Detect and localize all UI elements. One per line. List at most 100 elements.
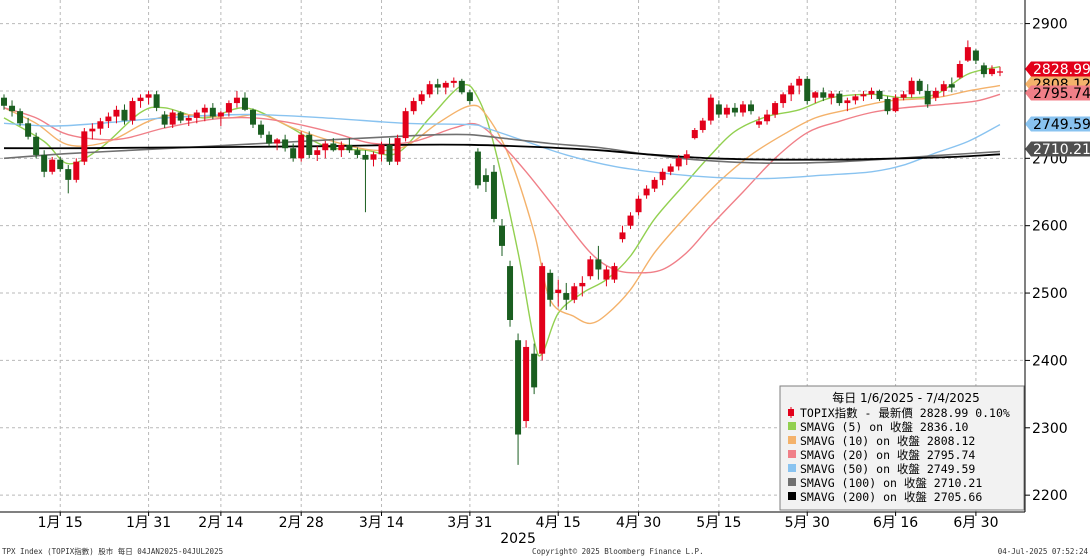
candle-up <box>932 87 939 102</box>
candle-down <box>65 165 72 194</box>
candle-up <box>402 107 409 142</box>
candle-body <box>908 80 915 95</box>
candle-body <box>932 90 939 98</box>
candle-body <box>635 198 642 213</box>
candle-down <box>330 138 337 152</box>
candle-body <box>306 134 313 155</box>
candle-up <box>667 163 674 176</box>
candle-down <box>820 87 827 102</box>
candle-down <box>266 131 273 147</box>
candle-down <box>282 134 289 152</box>
candle-body <box>884 99 891 112</box>
price-tag: 2710.21 <box>1025 141 1090 158</box>
candle-body <box>161 114 168 125</box>
x-tick-label: 3月 31 <box>447 515 492 531</box>
candle-body <box>748 104 754 112</box>
candle-up <box>892 94 899 113</box>
candle-body <box>282 139 289 149</box>
candle-body <box>547 272 554 300</box>
candle-body <box>555 289 562 294</box>
candle-body <box>81 131 88 162</box>
candle-up <box>378 141 385 162</box>
candle-up <box>450 77 457 88</box>
candle-up <box>225 100 232 117</box>
price-tag: 2795.74 <box>1025 85 1090 102</box>
candle-body <box>796 78 803 86</box>
price-tag-box <box>1025 141 1090 157</box>
price-tag-box <box>1025 116 1090 132</box>
candle-down <box>306 131 313 159</box>
candle-up <box>81 128 88 166</box>
price-tag-value: 2795.74 <box>1033 86 1090 102</box>
price-tag: 2749.59 <box>1025 116 1090 133</box>
candle-up <box>675 154 682 171</box>
legend-swatch <box>788 492 796 500</box>
candle-up <box>137 94 144 108</box>
candle-down <box>241 92 248 112</box>
candle-down <box>290 143 297 162</box>
candle-body <box>499 225 505 246</box>
candle-up <box>611 262 618 283</box>
candle-body <box>764 114 771 122</box>
candle-body <box>868 90 875 95</box>
candle-down <box>507 260 514 327</box>
candle-body <box>418 94 425 102</box>
legend-label: SMAVG (10) on 收盤 2808.12 <box>800 434 975 448</box>
candle-up <box>555 279 562 307</box>
candle-body <box>73 161 80 180</box>
candle-up <box>603 266 610 287</box>
candle-body <box>274 139 281 144</box>
candle-body <box>89 128 96 132</box>
candles <box>1 40 1003 465</box>
candle-body <box>458 80 465 93</box>
candle-up <box>587 256 594 280</box>
price-tag: 2828.99 <box>1025 61 1090 78</box>
candle-body <box>370 154 377 160</box>
x-tick-label: 5月 30 <box>785 515 830 531</box>
candle-body <box>876 90 883 100</box>
y-tick-label: 2200 <box>1032 488 1068 504</box>
candle-body <box>145 94 152 98</box>
candle-down <box>916 78 923 95</box>
candle-up <box>619 225 626 243</box>
candle-body <box>619 232 626 240</box>
candle-up <box>812 90 819 104</box>
legend-swatch <box>788 450 796 458</box>
x-tick-label: 6月 16 <box>873 515 918 531</box>
candle-up <box>788 82 795 102</box>
candle-up <box>274 138 281 151</box>
candle-up <box>659 168 666 186</box>
candle-down <box>515 333 522 465</box>
candle-body <box>756 121 763 125</box>
candle-body <box>667 166 674 172</box>
candle-up <box>579 276 586 297</box>
candle-body <box>892 97 899 112</box>
ma-line-5 <box>3 66 1001 357</box>
candle-body <box>105 116 112 122</box>
candle-body <box>788 85 795 95</box>
candle-down <box>482 168 489 192</box>
legend-label: SMAVG (100) on 收盤 2710.21 <box>800 476 982 490</box>
candle-down <box>153 90 160 112</box>
legend-entry: SMAVG (10) on 收盤 2808.12 <box>788 434 975 448</box>
candle-up <box>113 105 120 124</box>
candle-down <box>9 100 16 117</box>
candle-down <box>346 138 353 153</box>
candle-body <box>916 80 923 91</box>
candle-up <box>193 109 200 124</box>
candle-down <box>466 89 473 105</box>
candle-down <box>161 111 168 128</box>
candle-up <box>442 80 449 95</box>
candle-up <box>964 40 971 62</box>
candle-up <box>627 212 634 230</box>
candle-down <box>490 165 497 223</box>
candle-body <box>900 94 907 98</box>
candle-down <box>715 100 722 118</box>
candle-body <box>731 107 738 113</box>
candle-up <box>691 128 698 140</box>
candle-body <box>434 84 441 88</box>
candle-body <box>651 179 658 189</box>
candle-up <box>908 77 915 98</box>
